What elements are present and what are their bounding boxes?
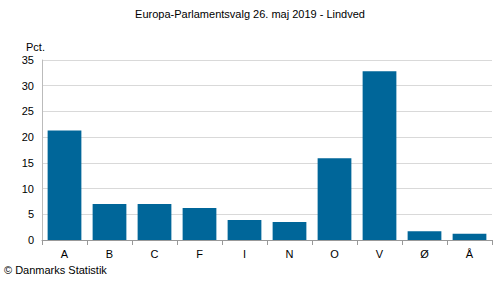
svg-text:25: 25 [22,105,34,117]
svg-text:B: B [106,248,113,260]
svg-text:O: O [330,248,339,260]
svg-text:Å: Å [466,248,474,260]
svg-text:Ø: Ø [420,248,429,260]
svg-text:0: 0 [28,234,34,246]
svg-text:20: 20 [22,131,34,143]
svg-text:5: 5 [28,208,34,220]
svg-text:© Danmarks Statistik: © Danmarks Statistik [4,264,107,276]
svg-text:Europa-Parlamentsvalg 26. maj: Europa-Parlamentsvalg 26. maj 2019 - Lin… [135,8,365,20]
svg-text:V: V [376,248,384,260]
svg-text:F: F [196,248,203,260]
svg-text:N: N [286,248,294,260]
svg-text:15: 15 [22,157,34,169]
svg-text:10: 10 [22,183,34,195]
svg-text:30: 30 [22,80,34,92]
svg-text:C: C [151,248,159,260]
svg-text:Pct.: Pct. [26,41,45,53]
svg-text:I: I [243,248,246,260]
svg-text:35: 35 [22,54,34,66]
svg-text:A: A [61,248,69,260]
